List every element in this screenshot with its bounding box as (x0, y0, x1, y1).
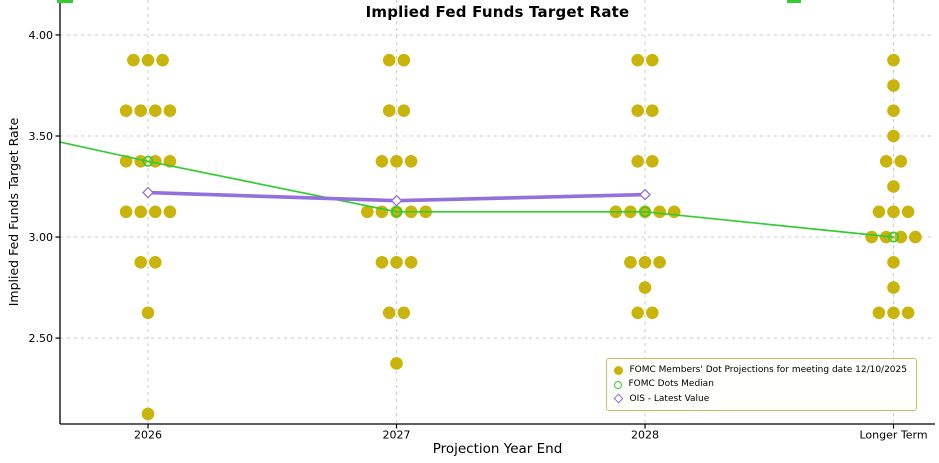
fomc-dot (631, 104, 644, 117)
legend-label: FOMC Members' Dot Projections for meetin… (629, 365, 907, 375)
fomc-dot (631, 155, 644, 168)
fomc-dot (397, 53, 411, 67)
fomc-dot (887, 281, 900, 294)
fomc-dot (646, 104, 659, 117)
fomc-dot (134, 205, 147, 219)
fomc-dot (149, 255, 162, 269)
fomc-dot (397, 104, 411, 117)
fomc-dot (141, 53, 155, 67)
ois-marker (639, 188, 651, 201)
legend-item: OIS - Latest Value (614, 392, 907, 406)
fomc-dot (646, 306, 659, 320)
chart-title: Implied Fed Funds Target Rate (365, 3, 630, 21)
legend-label: OIS - Latest Value (629, 393, 710, 404)
fomc-dot (134, 104, 147, 117)
fomc-dot (156, 53, 169, 67)
fomc-dot (638, 281, 652, 294)
fomc-dot (134, 255, 147, 269)
median-marker (391, 206, 402, 218)
fomc-dot (404, 155, 418, 168)
fomc-dot (638, 255, 652, 269)
open-diamond-icon (614, 394, 624, 404)
fomc-dot (149, 104, 162, 117)
fomc-dot (646, 53, 659, 67)
fomc-dot (382, 104, 396, 117)
fomc-dot (141, 407, 155, 421)
fomc-dot (119, 104, 133, 117)
fomc-dot (163, 104, 177, 117)
fomc-dot (404, 255, 418, 269)
fomc-dot (390, 155, 403, 168)
fomc-dot (119, 155, 133, 168)
fomc-dot (119, 205, 133, 219)
y-tick-label: 3.50 (29, 130, 54, 143)
fomc-dot (887, 255, 900, 269)
fomc-dot (879, 155, 893, 168)
fomc-dot (382, 306, 396, 320)
fomc-dot (397, 306, 411, 320)
x-axis-label: Projection Year End (432, 441, 563, 457)
fomc-dot (901, 205, 915, 219)
fomc-dot (646, 155, 659, 168)
x-tick-label: 2027 (383, 429, 411, 442)
fomc-dot (872, 205, 886, 219)
fomc-dot (653, 205, 666, 219)
fomc-dot (361, 205, 374, 219)
fomc-dot (149, 205, 162, 219)
median-marker (639, 206, 651, 218)
fomc-dot (631, 306, 644, 320)
fomc-dot (887, 205, 900, 219)
open-circle-icon (614, 380, 623, 389)
x-tick-label: Longer Term (859, 429, 927, 442)
fomc-dot (887, 180, 900, 193)
y-tick-label: 4.00 (29, 29, 54, 42)
fomc-dot (390, 357, 403, 370)
green-edge-mark (787, 0, 801, 3)
median-line (59, 141, 895, 238)
fomc-dot (127, 53, 140, 67)
legend-item: FOMC Dots Median (614, 377, 907, 391)
legend: FOMC Members' Dot Projections for meetin… (606, 358, 917, 412)
fomc-dot (887, 53, 900, 67)
filled-dot-icon (614, 365, 624, 375)
fomc-dot (872, 306, 886, 320)
fomc-dot (375, 255, 389, 269)
fomc-dot (887, 306, 900, 320)
fomc-dot (667, 205, 681, 219)
fomc-dot (894, 155, 908, 168)
green-edge-mark (57, 0, 73, 3)
y-tick-label: 2.50 (29, 332, 54, 345)
x-tick-label: 2028 (631, 429, 659, 442)
fomc-dot (624, 255, 637, 269)
fomc-dot (163, 205, 177, 219)
fomc-dot (887, 129, 900, 143)
ois-marker (390, 194, 403, 207)
fomc-dot (865, 230, 878, 244)
fomc-dot (887, 104, 900, 117)
y-tick-label: 3.00 (29, 231, 54, 244)
legend-label: FOMC Dots Median (628, 379, 714, 390)
fomc-dot (631, 53, 644, 67)
fomc-dot (909, 230, 922, 244)
y-axis-label: Implied Fed Funds Target Rate (6, 117, 21, 307)
fomc-dot (653, 255, 666, 269)
fomc-dot (901, 306, 915, 320)
median-marker (888, 231, 899, 243)
legend-item: FOMC Members' Dot Projections for meetin… (614, 363, 907, 377)
fomc-dot (390, 255, 403, 269)
x-tick-label: 2026 (134, 429, 162, 442)
median-marker (142, 155, 154, 167)
fomc-dot (382, 53, 396, 67)
fomc-dot (375, 155, 389, 168)
fomc-dot (887, 79, 900, 92)
fomc-dot (141, 306, 155, 320)
ois-marker (142, 186, 154, 199)
